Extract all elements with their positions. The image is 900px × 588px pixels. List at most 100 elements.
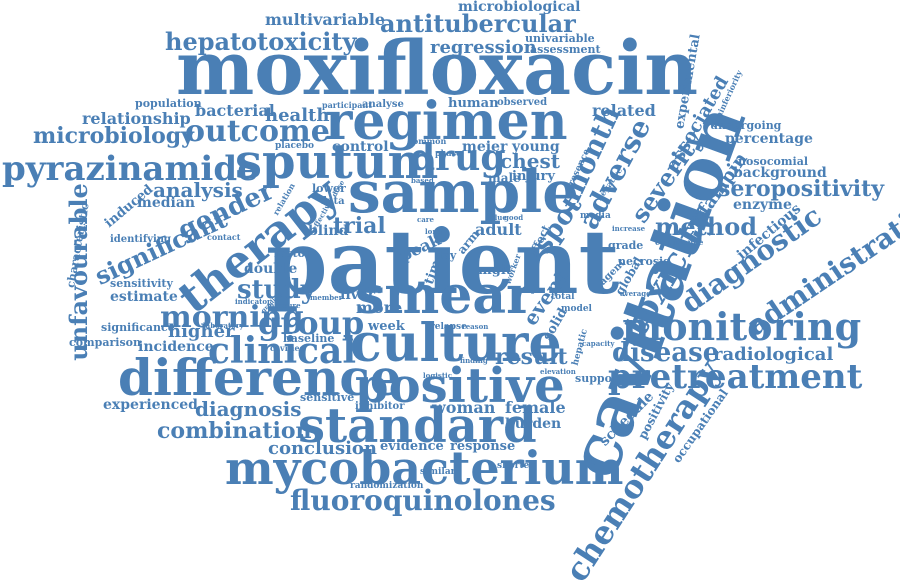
word-blind: blind [308, 223, 349, 239]
word-mycobacterium: mycobacterium [225, 441, 624, 495]
word-evidence: evidence [380, 439, 444, 454]
word-background: background [733, 165, 827, 181]
word-woman: woman [432, 398, 496, 417]
word-mgit: mgit [478, 263, 512, 278]
word-meier: meier [462, 139, 508, 155]
word-monitoring: monitoring [622, 304, 862, 349]
word-hepatotoxicity: hepatotoxicity [165, 27, 357, 56]
word-burden: burden [505, 416, 562, 432]
word-morning: morning [160, 300, 304, 335]
word-reason: reason [462, 322, 489, 331]
word-trial: trial [333, 213, 386, 239]
word-moxifloxacin: moxifloxacin [176, 26, 699, 112]
word-contact: contact [207, 232, 241, 242]
word-relationship: relationship [82, 109, 191, 128]
word-patient: patient [266, 210, 620, 314]
word-good: good [504, 213, 524, 222]
word-study: study [237, 275, 316, 305]
word-lower: lower [312, 182, 346, 195]
word-total: total [551, 292, 575, 302]
word-method: method [655, 212, 757, 241]
word-analyse: analyse [362, 99, 404, 110]
word-female: female [505, 398, 566, 417]
word-observed: observed [497, 97, 548, 108]
word-identifying: identifying [110, 234, 172, 245]
word-enzyme: enzyme [733, 197, 792, 213]
word-response: response [450, 439, 516, 454]
word-value: value [486, 213, 507, 222]
word-experienced: experienced [103, 397, 198, 413]
word-difference: difference [118, 348, 402, 407]
word-disease: disease [612, 338, 720, 368]
word-grade: grade [608, 239, 644, 252]
word-multivariable: multivariable [265, 10, 386, 29]
word-based: based [411, 176, 434, 185]
word-member: member [310, 293, 343, 302]
word-control: control [332, 139, 389, 155]
word-regression: regression [430, 37, 537, 58]
word-microbiology: microbiology [33, 123, 194, 149]
word-pretreatment: pretreatment [608, 357, 863, 397]
word-health: health [265, 105, 330, 126]
word-median: median [137, 195, 196, 211]
word-related: related [592, 101, 656, 120]
word-bacterial: bacterial [195, 101, 275, 120]
word-average: average [620, 289, 651, 298]
word-population: population [135, 97, 202, 110]
word-analysis: analysis [153, 178, 243, 202]
word-higher: higher [168, 321, 235, 342]
word-participant: participant [322, 100, 372, 110]
word-diagnosis: diagnosis [195, 397, 302, 421]
word-significance: significance [101, 321, 175, 334]
word-comparison: comparison [69, 336, 141, 349]
word-baseline: baseline [283, 332, 335, 345]
word-univariable: univariable [525, 32, 595, 45]
word-phase: phase [435, 148, 462, 158]
word-care: care [417, 215, 434, 224]
word-group: group [258, 304, 365, 342]
word-sensitivity: sensitivity [110, 277, 173, 290]
word-assessment: assessment [530, 43, 601, 56]
word-radiological: radiological [713, 344, 834, 365]
word-drug: drug [410, 137, 506, 179]
word-conclusion: conclusion [268, 438, 378, 459]
word-randomization: randomization [350, 481, 424, 491]
word-capacity: capacity [582, 339, 615, 348]
word-pyrazinamide: pyrazinamide [2, 149, 259, 189]
word-shorter: shorter [497, 461, 534, 471]
word-finding: finding [460, 356, 488, 365]
word-more: more [356, 298, 403, 317]
word-human: human [448, 96, 499, 111]
word-microbiological: microbiological [458, 0, 581, 15]
word-nosocomial: nosocomial [738, 155, 809, 168]
word-long: long [425, 227, 443, 236]
word-inhibitor: inhibitor [355, 401, 405, 412]
word-necrosis: necrosis [618, 255, 670, 268]
word-injury: injury [512, 169, 555, 184]
word-relapse: relapse [430, 322, 467, 332]
word-regimen: regimen [325, 91, 568, 152]
word-media: media [580, 211, 611, 221]
word-adult: adult [475, 220, 522, 239]
word-placebo: placebo [275, 141, 315, 151]
word-incidence: incidence [138, 339, 214, 355]
word-increase: increase [612, 224, 646, 233]
word-similar: similar [420, 467, 456, 477]
word-factor: factor [274, 247, 311, 260]
word-combination: combination [157, 418, 312, 444]
word-logistic: logistic [423, 371, 452, 380]
word-model: model [561, 304, 592, 314]
word-day: day [435, 249, 457, 262]
word-smear: smear [355, 265, 534, 326]
word-chest: chest [500, 149, 560, 173]
word-support: support [575, 372, 623, 385]
word-data: data [320, 196, 345, 207]
word-sample: sample [348, 158, 580, 226]
word-sputum: sputum [235, 134, 439, 190]
word-confidence: confidence [655, 237, 704, 247]
word-estimate: estimate [110, 289, 178, 305]
word-measure: measure [267, 301, 301, 310]
word-liver: liver [340, 287, 376, 303]
word-young: young [512, 139, 560, 155]
word-antitubercular: antitubercular [380, 9, 576, 38]
